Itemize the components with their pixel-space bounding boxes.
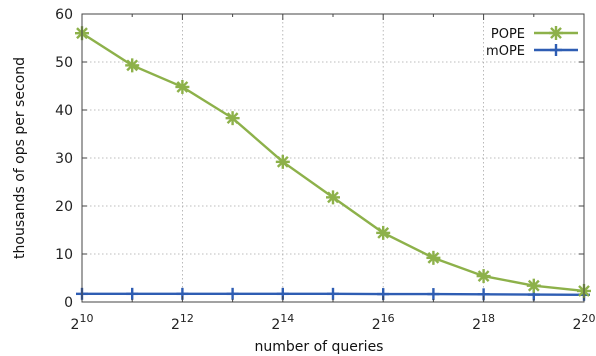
legend: POPE mOPE [486,26,578,59]
x-tick-label: 210 [71,312,94,333]
x-tick-exponent: 10 [79,312,93,325]
x-tick-label: 216 [372,312,395,333]
x-tick-base: 2 [372,317,381,333]
y-axis-label: thousands of ops per second [12,57,28,259]
x-tick-base: 2 [171,317,180,333]
data-point-pope [225,111,240,126]
data-point-pope [175,79,190,94]
legend-entry-mope: mOPE [486,44,578,59]
legend-marker-pope [549,26,563,40]
data-point-pope [326,190,340,205]
grid-lines [82,14,584,302]
x-tick-label: 212 [171,312,194,333]
x-tick-exponent: 14 [280,312,294,325]
y-tick-label: 30 [55,151,73,167]
y-tick-label: 0 [64,295,73,311]
x-tick-base: 2 [271,317,280,333]
x-tick-label: 218 [472,312,495,333]
x-tick-base: 2 [472,317,481,333]
x-tick-exponent: 20 [581,312,595,325]
x-tick-exponent: 18 [481,312,495,325]
series-mope [76,287,590,301]
series-line-pope [81,32,585,293]
data-point-pope [275,154,290,169]
x-tick-label: 220 [573,312,596,333]
data-point-pope [426,250,441,265]
x-tick-base: 2 [573,317,582,333]
legend-marker-mope [550,44,562,56]
x-tick-label: 214 [271,312,294,333]
y-tick-label: 20 [55,199,73,215]
y-tick-label: 10 [55,247,73,263]
x-tick-base: 2 [71,317,80,333]
series-layer [75,26,591,301]
data-point-mope [427,288,440,301]
y-tick-label: 50 [55,55,73,71]
data-point-pope [476,269,491,284]
data-point-pope [125,58,140,73]
data-point-mope [327,287,339,300]
legend-entry-pope: POPE [491,26,578,42]
x-tick-exponent: 12 [180,312,194,325]
data-point-mope [126,287,139,300]
y-axis-ticks: 0 10 20 30 40 50 60 [55,7,584,311]
legend-label-mope: mOPE [486,44,525,59]
x-axis-label: number of queries [255,339,384,355]
x-axis-ticks: 210 212 214 216 218 220 [71,14,596,333]
data-point-pope [376,225,391,240]
y-tick-label: 40 [55,103,73,119]
data-point-mope [226,287,239,300]
x-tick-exponent: 16 [381,312,395,325]
series-pope [75,26,591,298]
y-tick-label: 60 [55,7,73,23]
data-point-pope [526,278,541,293]
legend-label-pope: POPE [491,27,525,42]
